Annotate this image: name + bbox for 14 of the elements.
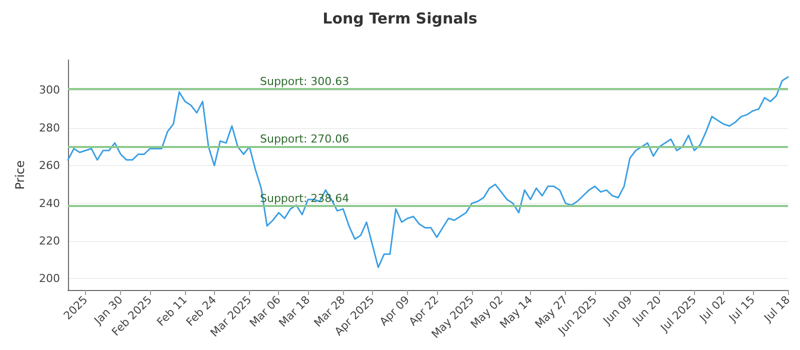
- line-series: [67, 76, 789, 268]
- x-tick-label: Jul 15: [726, 293, 758, 326]
- x-tick-label: Jul 02: [696, 293, 728, 326]
- ref-line-label: Support: 300.63: [260, 74, 350, 88]
- y-tick-label: 240: [39, 196, 60, 210]
- y-tick-label: 280: [39, 121, 60, 134]
- y-tick-label: 220: [39, 234, 60, 248]
- x-tick-label: Jul 18: [760, 293, 793, 326]
- ref-line-label: Support: 270.06: [260, 132, 350, 146]
- y-tick-label: 200: [39, 272, 60, 286]
- chart-title: Long Term Signals: [322, 10, 478, 28]
- y-tick-label: 300: [39, 84, 60, 97]
- y-axis-title: Price: [13, 160, 27, 190]
- y-tick-label: 260: [39, 159, 60, 172]
